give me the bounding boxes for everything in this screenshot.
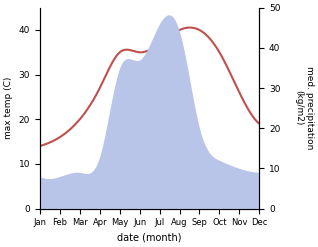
X-axis label: date (month): date (month) bbox=[117, 233, 182, 243]
Y-axis label: med. precipitation
(kg/m2): med. precipitation (kg/m2) bbox=[294, 66, 314, 150]
Y-axis label: max temp (C): max temp (C) bbox=[4, 77, 13, 139]
